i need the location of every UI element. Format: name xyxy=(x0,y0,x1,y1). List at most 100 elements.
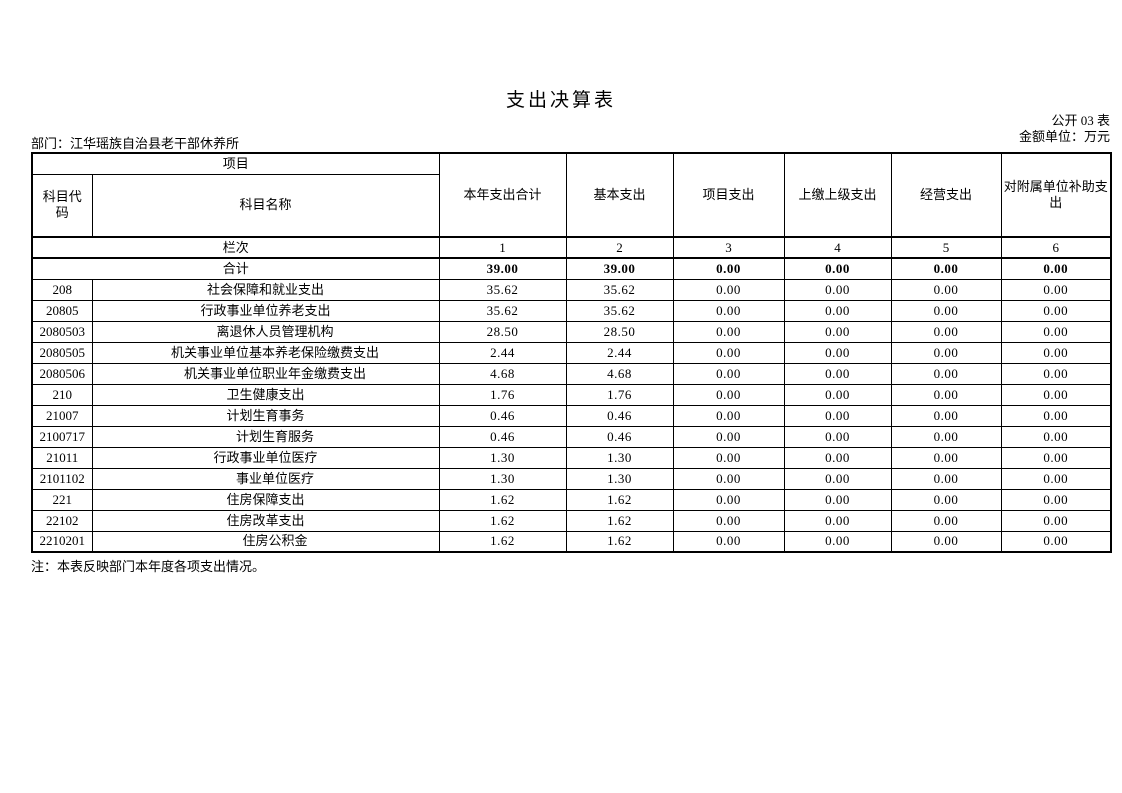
amount-value: 1.30 xyxy=(438,446,567,469)
amount-value: 1.62 xyxy=(565,509,674,532)
amount-value: 0.46 xyxy=(438,425,567,448)
header-subject-code: 科目代码 xyxy=(31,173,93,238)
amount-value: 0.00 xyxy=(890,467,1002,490)
footnote: 注：本表反映部门本年度各项支出情况。 xyxy=(31,559,266,574)
column-number: 2 xyxy=(565,236,674,259)
amount-value: 0.00 xyxy=(783,425,892,448)
subject-code: 21007 xyxy=(31,404,93,427)
page-title: 支出决算表 xyxy=(505,90,616,111)
amount-value: 0.00 xyxy=(1000,320,1112,343)
header-col-basic: 基本支出 xyxy=(565,152,674,238)
amount-value: 1.76 xyxy=(565,383,674,406)
amount-value: 0.00 xyxy=(890,362,1002,385)
amount-value: 0.00 xyxy=(672,446,785,469)
amount-value: 0.00 xyxy=(783,446,892,469)
header-row-labels: 科目代码 科目名称 xyxy=(31,173,1111,238)
amount-value: 1.76 xyxy=(438,383,567,406)
amount-value: 0.00 xyxy=(890,404,1002,427)
total-value: 0.00 xyxy=(672,257,785,280)
amount-value: 0.00 xyxy=(1000,425,1112,448)
amount-value: 0.00 xyxy=(783,467,892,490)
amount-value: 28.50 xyxy=(438,320,567,343)
amount-value: 0.00 xyxy=(1000,488,1112,511)
column-number-row: 栏次 1 2 3 4 5 6 xyxy=(31,236,1112,259)
amount-value: 0.00 xyxy=(672,488,785,511)
amount-value: 0.00 xyxy=(1000,530,1112,553)
subject-code: 22102 xyxy=(31,509,93,532)
table-row: 2210201 住房公积金 1.62 1.62 0.00 0.00 0.00 0.00 xyxy=(31,530,1112,553)
table-body: 合计 39.00 39.00 0.00 0.00 0.00 0.00 208 社会… xyxy=(31,257,1112,553)
amount-value: 0.46 xyxy=(438,404,567,427)
subject-name: 住房保障支出 xyxy=(91,488,440,511)
amount-value: 0.00 xyxy=(672,383,785,406)
table-row: 221 住房保障支出 1.62 1.62 0.00 0.00 0.00 0.00 xyxy=(31,488,1112,511)
amount-value: 0.00 xyxy=(672,404,785,427)
table-row: 208 社会保障和就业支出 35.62 35.62 0.00 0.00 0.00 0.00 xyxy=(31,278,1112,301)
amount-value: 0.00 xyxy=(1000,341,1112,364)
amount-value: 0.00 xyxy=(890,278,1002,301)
amount-value: 0.00 xyxy=(1000,383,1112,406)
amount-value: 35.62 xyxy=(438,299,567,322)
subject-name: 行政事业单位医疗 xyxy=(91,446,440,469)
header-row-group: 项目 本年支出合计 基本支出 项目支出 上缴上级支出 经营支出 对附属单位补助支… xyxy=(31,152,1112,238)
amount-value: 0.00 xyxy=(783,278,892,301)
header-project-group: 项目 xyxy=(31,152,440,175)
amount-value: 0.00 xyxy=(1000,299,1112,322)
amount-value: 1.30 xyxy=(565,446,674,469)
amount-value: 0.00 xyxy=(783,488,892,511)
department-label: 部门：江华瑶族自治县老干部休养所 xyxy=(31,136,240,151)
amount-value: 0.00 xyxy=(783,509,892,532)
total-value: 39.00 xyxy=(438,257,567,280)
table-row: 2100717 计划生育服务 0.46 0.46 0.00 0.00 0.00 0.00 xyxy=(31,425,1112,448)
amount-value: 0.00 xyxy=(1000,404,1112,427)
header-col-operating: 经营支出 xyxy=(890,152,1002,238)
meta-block: 公开 03 表 金额单位：万元 xyxy=(1019,113,1110,145)
table-row: 2080503 离退休人员管理机构 28.50 28.50 0.00 0.00 0.00 0.… xyxy=(31,320,1112,343)
amount-value: 1.62 xyxy=(438,530,567,553)
amount-value: 1.62 xyxy=(565,530,674,553)
amount-value: 2.44 xyxy=(438,341,567,364)
table-row: 2101102 事业单位医疗 1.30 1.30 0.00 0.00 0.00 0.00 xyxy=(31,467,1112,490)
subject-name: 计划生育服务 xyxy=(91,425,440,448)
amount-unit-label: 金额单位：万元 xyxy=(1018,129,1110,144)
amount-value: 0.00 xyxy=(1000,446,1112,469)
subject-name: 机关事业单位基本养老保险缴费支出 xyxy=(91,341,440,364)
subject-name: 卫生健康支出 xyxy=(91,383,440,406)
amount-value: 0.00 xyxy=(890,509,1002,532)
subject-name: 离退休人员管理机构 xyxy=(91,320,440,343)
lanci-label: 栏次 xyxy=(31,236,440,259)
header-col-project: 项目支出 xyxy=(672,152,785,238)
subject-code: 2101102 xyxy=(31,467,93,490)
table-row: 2080505 机关事业单位基本养老保险缴费支出 2.44 2.44 0.00 0.00 0… xyxy=(31,341,1112,364)
total-value: 0.00 xyxy=(783,257,892,280)
subject-code: 21011 xyxy=(31,446,93,469)
amount-value: 0.00 xyxy=(1000,509,1112,532)
table-row: 21007 计划生育事务 0.46 0.46 0.00 0.00 0.00 0.00 xyxy=(31,404,1112,427)
subject-name: 事业单位医疗 xyxy=(91,467,440,490)
amount-value: 1.62 xyxy=(565,488,674,511)
amount-value: 2.44 xyxy=(565,341,674,364)
amount-value: 0.00 xyxy=(890,299,1002,322)
header-col-total: 本年支出合计 xyxy=(438,152,567,238)
amount-value: 0.00 xyxy=(1000,278,1112,301)
amount-value: 1.62 xyxy=(438,488,567,511)
amount-value: 1.30 xyxy=(565,467,674,490)
subject-code: 2080503 xyxy=(31,320,93,343)
subject-code: 2080506 xyxy=(31,362,93,385)
subject-name: 行政事业单位养老支出 xyxy=(91,299,440,322)
table-row: 2080506 机关事业单位职业年金缴费支出 4.68 4.68 0.00 0.00 0.0… xyxy=(31,362,1112,385)
amount-value: 0.00 xyxy=(890,488,1002,511)
column-number: 1 xyxy=(438,236,567,259)
amount-value: 0.00 xyxy=(890,425,1002,448)
column-number: 6 xyxy=(1000,236,1112,259)
header-col-upper: 上缴上级支出 xyxy=(783,152,892,238)
subject-code: 2100717 xyxy=(31,425,93,448)
amount-value: 0.00 xyxy=(672,425,785,448)
total-row: 合计 39.00 39.00 0.00 0.00 0.00 0.00 xyxy=(31,257,1112,280)
amount-value: 0.00 xyxy=(783,320,892,343)
amount-value: 4.68 xyxy=(438,362,567,385)
amount-value: 0.46 xyxy=(565,425,674,448)
amount-value: 35.62 xyxy=(565,299,674,322)
public-table-number: 公开 03 表 xyxy=(1051,113,1110,128)
amount-value: 35.62 xyxy=(438,278,567,301)
